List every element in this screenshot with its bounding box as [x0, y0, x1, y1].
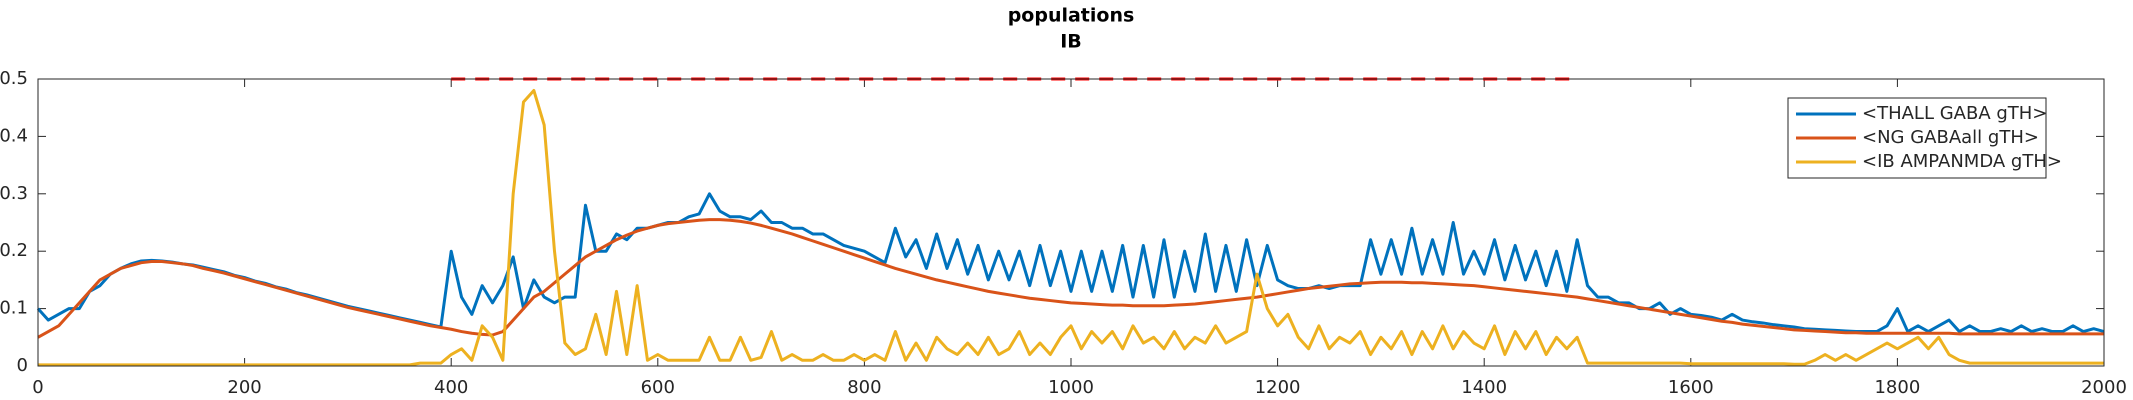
- x-tick-label: 0: [32, 377, 43, 398]
- y-tick-label: 0.3: [0, 183, 28, 204]
- x-tick-label: 1000: [1048, 377, 1094, 398]
- legend-label: <IB AMPANMDA gTH>: [1862, 151, 2062, 172]
- series-line: [38, 88, 2104, 367]
- y-tick-label: 0.4: [0, 125, 28, 146]
- legend-label: <NG GABAall gTH>: [1862, 127, 2039, 148]
- y-tick-label: 0: [17, 355, 28, 376]
- x-tick-label: 400: [434, 377, 468, 398]
- x-tick-label: 1400: [1461, 377, 1507, 398]
- legend: <THALL GABA gTH> <NG GABAall gTH> <IB AMPA…: [1787, 97, 2062, 179]
- y-tick-label: 0.1: [0, 298, 28, 319]
- legend-label: <THALL GABA gTH>: [1862, 103, 2047, 124]
- chart-subtitle: IB: [1060, 31, 1082, 53]
- x-tick-label: 1200: [1255, 377, 1301, 398]
- x-tick-label: 200: [227, 377, 261, 398]
- series-line: [37, 218, 2104, 339]
- y-tick-label: 0.5: [0, 68, 28, 89]
- x-tick-label: 600: [641, 377, 675, 398]
- x-tick-label: 1600: [1668, 377, 1714, 398]
- axes-box: [37, 78, 2105, 367]
- chart-title: populations: [1008, 5, 1135, 27]
- x-tick-label: 800: [847, 377, 881, 398]
- x-tick-label: 1800: [1874, 377, 1920, 398]
- y-tick-label: 0.2: [0, 240, 28, 261]
- series-line: [36, 192, 2105, 334]
- x-tick-label: 2000: [2081, 377, 2127, 398]
